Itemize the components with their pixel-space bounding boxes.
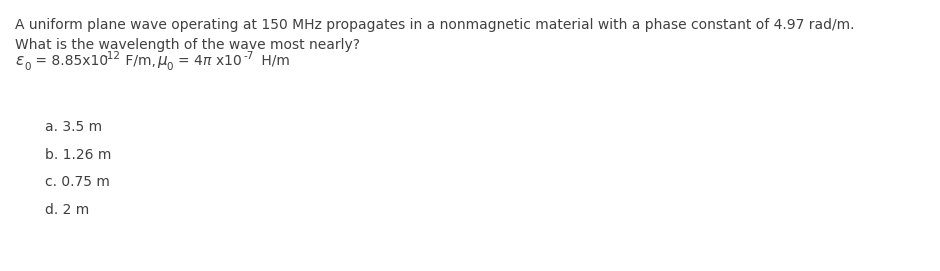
- Text: $\varepsilon$: $\varepsilon$: [15, 53, 24, 68]
- Text: -12: -12: [103, 51, 120, 61]
- Text: F/m,: F/m,: [121, 54, 160, 68]
- Text: = 4$\pi$ x10: = 4$\pi$ x10: [173, 54, 242, 68]
- Text: b. 1.26 m: b. 1.26 m: [45, 148, 111, 162]
- Text: a. 3.5 m: a. 3.5 m: [45, 120, 102, 134]
- Text: 0: 0: [24, 62, 30, 72]
- Text: = 8.85x10: = 8.85x10: [31, 54, 108, 68]
- Text: 0: 0: [166, 62, 173, 72]
- Text: c. 0.75 m: c. 0.75 m: [45, 175, 110, 189]
- Text: $\mu$: $\mu$: [157, 54, 168, 70]
- Text: What is the wavelength of the wave most nearly?: What is the wavelength of the wave most …: [15, 38, 360, 52]
- Text: -7: -7: [243, 51, 254, 61]
- Text: H/m: H/m: [257, 54, 290, 68]
- Text: A uniform plane wave operating at 150 MHz propagates in a nonmagnetic material w: A uniform plane wave operating at 150 MH…: [15, 18, 854, 32]
- Text: d. 2 m: d. 2 m: [45, 203, 89, 217]
